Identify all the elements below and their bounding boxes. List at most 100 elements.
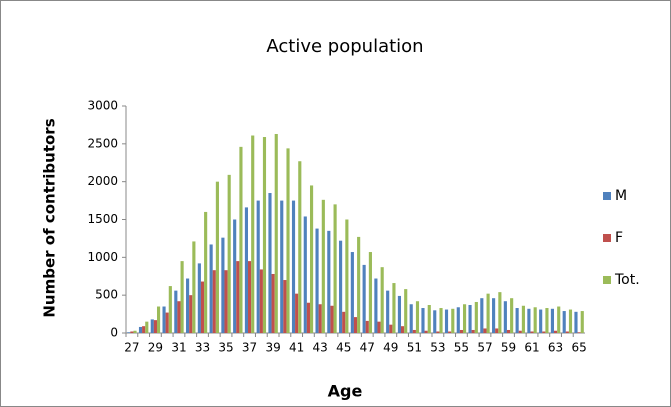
chart-title: Active population [266,36,423,57]
bar [421,308,425,333]
bar [557,306,561,333]
bar [283,280,287,333]
bar [315,228,319,333]
bar [392,283,396,333]
x-tick-label: 41 [289,341,304,355]
bar [474,301,478,333]
bar [130,331,134,333]
bar [215,181,219,333]
bar [268,193,272,333]
bar [580,311,584,333]
bar [401,326,405,333]
bar [409,304,413,333]
bar [459,329,463,333]
bar [353,317,358,333]
y-tick-label: 2500 [87,136,118,150]
bar [404,289,408,333]
bar [374,278,378,333]
bar [291,200,296,333]
x-tick-label: 45 [336,341,351,355]
legend-label: Tot. [614,272,640,288]
bar [321,199,325,333]
bar [156,306,161,333]
bar [227,174,231,333]
bar [550,308,555,333]
bar [221,237,225,333]
bar [306,302,310,333]
x-tick-label: 29 [148,341,163,355]
x-tick-label: 33 [195,341,210,355]
bar [153,320,157,333]
bar [309,185,314,333]
bar [165,312,169,333]
bar [162,306,166,333]
bar [471,329,475,333]
bar [542,331,546,333]
bar [150,319,154,333]
bar [427,305,431,333]
bar [174,290,178,333]
y-tick-label: 0 [110,326,118,340]
x-tick-label: 43 [313,341,328,355]
bar [539,309,543,333]
bar [189,295,193,333]
bar [259,269,263,333]
x-tick-label: 57 [477,341,492,355]
bar [339,240,343,333]
bar [415,301,420,333]
bar [345,219,349,333]
x-tick-label: 61 [524,341,539,355]
bar [412,329,416,333]
bar [451,308,455,333]
bar [138,326,143,333]
bar [244,207,249,333]
bar [468,305,472,333]
bar [574,311,578,333]
bar [439,308,443,333]
x-tick-label: 53 [430,341,445,355]
bar [503,301,507,333]
bar [518,330,522,333]
bar [433,310,437,333]
bar [127,332,131,333]
bar [436,331,440,333]
bar [192,241,196,333]
x-tick-label: 39 [265,341,280,355]
bar [177,301,181,333]
bar [256,200,260,333]
bar [233,219,237,333]
bar [212,270,216,333]
bar [145,321,149,333]
bar [521,305,525,333]
bar [236,261,240,333]
x-tick-label: 31 [171,341,186,355]
bar [368,252,372,333]
bar [510,298,514,333]
y-tick-label: 2000 [87,174,118,188]
x-tick-label: 49 [383,341,398,355]
bar [562,311,566,333]
x-tick-label: 47 [360,341,375,355]
bar [554,330,558,333]
bar [186,278,190,333]
bar [333,204,337,333]
y-axis-label: Number of contributors [41,118,59,317]
bar [386,290,390,333]
bar [565,331,569,333]
bar [197,263,201,333]
bar [362,264,366,333]
y-tick-label: 1000 [87,250,118,264]
bar [298,161,302,333]
bar [515,308,519,333]
bar [204,211,208,333]
bar [444,309,449,333]
bar [533,307,537,333]
legend-swatch [603,234,611,242]
bar [280,200,284,333]
x-tick-label: 59 [501,341,516,355]
bar [209,244,213,333]
bar [286,148,290,333]
bar [480,298,484,333]
bar [295,293,299,333]
